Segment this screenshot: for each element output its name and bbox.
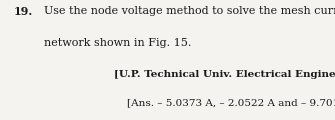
Text: [U.P. Technical Univ. Electrical Engineering June 200: [U.P. Technical Univ. Electrical Enginee… xyxy=(114,70,335,79)
Text: 19.: 19. xyxy=(13,6,32,17)
Text: Use the node voltage method to solve the mesh currents in t: Use the node voltage method to solve the… xyxy=(44,6,335,16)
Text: network shown in Fig. 15.: network shown in Fig. 15. xyxy=(44,38,191,48)
Text: [Ans. – 5.0373 A, – 2.0522 A and – 9.7015 A: [Ans. – 5.0373 A, – 2.0522 A and – 9.701… xyxy=(127,98,335,107)
